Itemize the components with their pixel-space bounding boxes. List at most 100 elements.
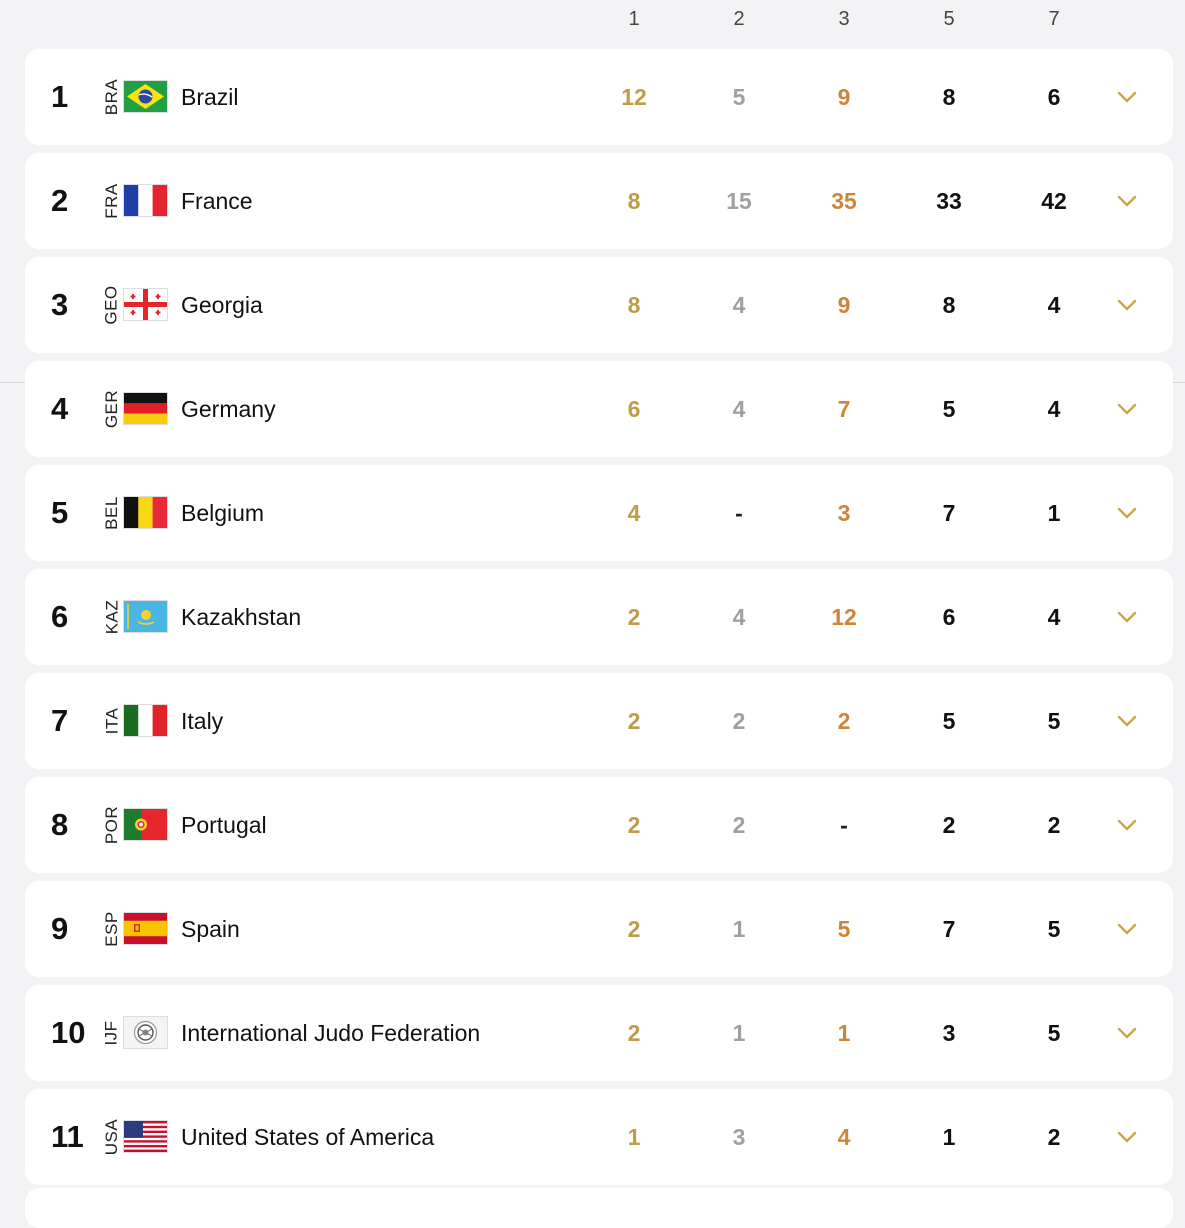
ijf-flag-icon (124, 1017, 167, 1048)
table-row[interactable]: 3 GEO Georgia 8 4 9 8 4 (25, 257, 1173, 353)
value-col-7: 5 (1047, 708, 1061, 734)
country-code: POR (102, 805, 121, 845)
chevron-down-icon[interactable] (1115, 709, 1139, 733)
kazakhstan-flag-icon (124, 601, 167, 632)
table-row[interactable]: 8 POR Portugal 2 2 - 2 2 (25, 777, 1173, 873)
country-code: FRA (102, 183, 121, 219)
rank: 9 (51, 911, 69, 946)
country-name: Portugal (181, 812, 267, 838)
table-header: 1 2 3 5 7 (0, 0, 1185, 46)
value-col-1: 2 (627, 812, 641, 838)
value-col-3: 5 (837, 916, 851, 942)
value-col-5: 5 (942, 396, 956, 422)
country-code: BEL (102, 496, 122, 530)
value-col-7: 5 (1047, 1020, 1061, 1046)
table-row[interactable]: 9 ESP Spain 2 1 5 7 5 (25, 881, 1173, 977)
table-row[interactable]: 10 IJF International Judo Federation 2 1… (25, 985, 1173, 1081)
value-col-2: 3 (732, 1124, 746, 1150)
value-col-2: 4 (732, 604, 746, 630)
country-code: BRA (102, 78, 121, 116)
country-name: International Judo Federation (181, 1020, 481, 1046)
value-col-5: 33 (936, 188, 962, 214)
value-col-5: 5 (942, 708, 956, 734)
value-col-5: 2 (942, 812, 956, 838)
value-col-5: 7 (942, 916, 956, 942)
value-col-5: 8 (942, 292, 956, 318)
country-code: ITA (102, 707, 121, 735)
chevron-down-icon[interactable] (1115, 189, 1139, 213)
column-header-3: 3 (838, 8, 850, 30)
france-flag-icon (124, 185, 167, 216)
country-name: Spain (181, 916, 240, 942)
brazil-flag-icon (124, 81, 167, 112)
table-row[interactable]: 7 ITA Italy 2 2 2 5 5 (25, 673, 1173, 769)
chevron-down-icon[interactable] (1115, 917, 1139, 941)
value-col-1: 4 (627, 500, 641, 526)
chevron-down-icon[interactable] (1115, 1021, 1139, 1045)
value-col-7: 4 (1047, 604, 1061, 630)
chevron-down-icon[interactable] (1115, 813, 1139, 837)
column-header-7: 7 (1048, 8, 1060, 30)
value-col-3: 12 (831, 604, 857, 630)
value-col-1: 2 (627, 916, 641, 942)
country-name: Belgium (181, 500, 265, 526)
value-col-2: - (735, 500, 743, 526)
value-col-7: 2 (1047, 812, 1061, 838)
value-col-3: 7 (837, 396, 851, 422)
rank: 3 (51, 287, 69, 322)
rank: 1 (51, 79, 69, 114)
country-name: United States of America (181, 1124, 435, 1150)
country-code: KAZ (102, 599, 121, 635)
value-col-7: 4 (1047, 396, 1061, 422)
value-col-1: 8 (627, 188, 641, 214)
rank: 11 (51, 1119, 84, 1154)
value-col-5: 8 (942, 84, 956, 110)
value-col-7: 5 (1047, 916, 1061, 942)
value-col-3: 9 (837, 84, 851, 110)
table-row[interactable]: 2 FRA France 8 15 35 33 42 (25, 153, 1173, 249)
column-header-1: 1 (628, 8, 640, 30)
rank: 10 (51, 1015, 86, 1050)
chevron-down-icon[interactable] (1115, 397, 1139, 421)
country-name: Brazil (181, 84, 239, 110)
value-col-1: 12 (621, 84, 647, 110)
rank: 5 (51, 495, 69, 530)
chevron-down-icon[interactable] (1115, 293, 1139, 317)
value-col-2: 5 (732, 84, 746, 110)
country-code: ESP (102, 911, 121, 947)
rank: 8 (51, 807, 69, 842)
value-col-1: 6 (627, 396, 641, 422)
value-col-3: - (840, 812, 848, 838)
country-code: GEO (102, 285, 122, 325)
ranking-list: 1 BRA Brazil 12 5 9 8 6 2 FRA France 8 1… (25, 49, 1173, 1193)
chevron-down-icon[interactable] (1115, 605, 1139, 629)
value-col-2: 1 (732, 1020, 746, 1046)
rank: 6 (51, 599, 69, 634)
country-code: GER (102, 389, 121, 429)
chevron-down-icon[interactable] (1115, 1125, 1139, 1149)
value-col-1: 2 (627, 708, 641, 734)
value-col-7: 1 (1047, 500, 1061, 526)
germany-flag-icon (124, 393, 167, 424)
value-col-2: 4 (732, 396, 746, 422)
value-col-5: 7 (942, 500, 956, 526)
table-row-partial (25, 1188, 1173, 1228)
belgium-flag-icon (124, 497, 167, 528)
portugal-flag-icon (124, 809, 167, 840)
value-col-5: 6 (942, 604, 956, 630)
chevron-down-icon[interactable] (1115, 501, 1139, 525)
value-col-1: 2 (627, 1020, 641, 1046)
table-row[interactable]: 1 BRA Brazil 12 5 9 8 6 (25, 49, 1173, 145)
value-col-1: 2 (627, 604, 641, 630)
chevron-down-icon[interactable] (1115, 85, 1139, 109)
country-code: IJF (102, 1020, 122, 1046)
table-row[interactable]: 5 BEL Belgium 4 - 3 7 1 (25, 465, 1173, 561)
value-col-5: 3 (942, 1020, 956, 1046)
table-row[interactable]: 4 GER Germany 6 4 7 5 4 (25, 361, 1173, 457)
value-col-5: 1 (942, 1124, 956, 1150)
value-col-3: 3 (837, 500, 851, 526)
country-name: Italy (181, 708, 224, 734)
table-row[interactable]: 6 KAZ Kazakhstan 2 4 12 6 4 (25, 569, 1173, 665)
value-col-2: 2 (732, 708, 746, 734)
table-row[interactable]: 11 USA United States of America 1 3 4 1 … (25, 1089, 1173, 1185)
